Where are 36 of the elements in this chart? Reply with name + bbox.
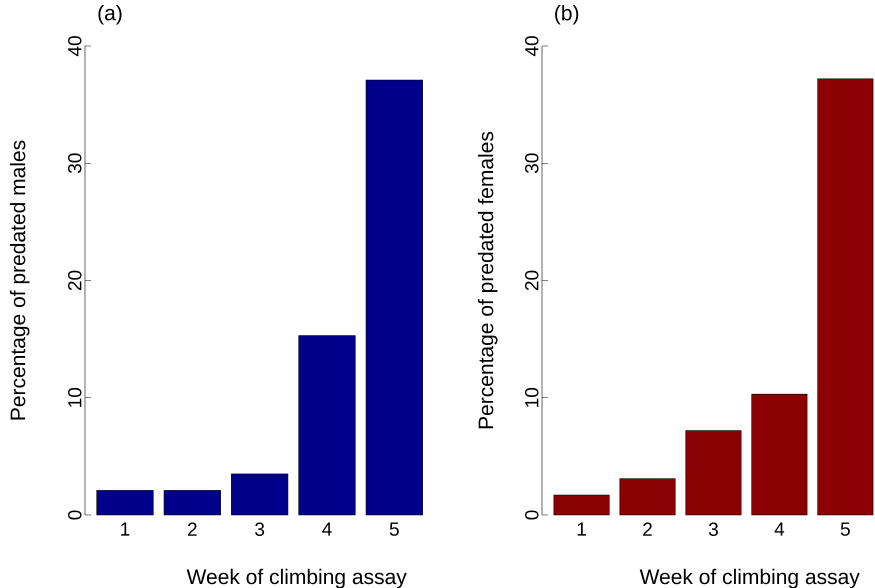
bar: [751, 394, 808, 516]
chart-title: (b): [555, 4, 578, 25]
y-tick-label: 30: [68, 153, 82, 174]
y-axis-title: Percentage of predated males: [10, 140, 30, 420]
bar: [817, 78, 874, 516]
y-tick-label: 20: [68, 270, 82, 290]
bar: [554, 494, 610, 516]
y-tick-label: 30: [525, 153, 538, 174]
x-tick-label: 4: [774, 522, 784, 536]
bar: [685, 430, 742, 516]
y-tick-label: 40: [68, 36, 82, 56]
x-tick-label: 2: [643, 522, 652, 536]
y-tick-label: 0: [525, 510, 538, 520]
x-tick-label: 3: [708, 522, 718, 536]
y-tick-label: 0: [68, 510, 82, 520]
bar: [96, 490, 154, 516]
y-tick-label: 10: [525, 388, 538, 407]
x-tick-label: 4: [322, 522, 332, 536]
x-tick-label: 3: [255, 522, 264, 536]
bar: [298, 335, 356, 516]
y-tick-label: 10: [68, 388, 82, 407]
bar: [164, 490, 221, 516]
bar: [620, 478, 676, 516]
y-tick-label: 20: [525, 270, 538, 290]
bar: [231, 474, 288, 516]
y-axis-title: Percentage of predated females: [478, 132, 498, 428]
x-tick-label: 1: [121, 522, 130, 536]
x-tick-label: 2: [188, 522, 197, 536]
bar: [366, 80, 423, 516]
x-tick-label: 5: [390, 522, 399, 536]
x-tick-label: 5: [840, 522, 850, 536]
y-tick-label: 40: [525, 36, 538, 56]
x-axis-title: Week of climbing assay: [186, 568, 407, 588]
x-axis-title: Week of climbing assay: [640, 568, 860, 588]
x-tick-label: 1: [578, 522, 586, 536]
chart-title: (a): [98, 4, 122, 25]
